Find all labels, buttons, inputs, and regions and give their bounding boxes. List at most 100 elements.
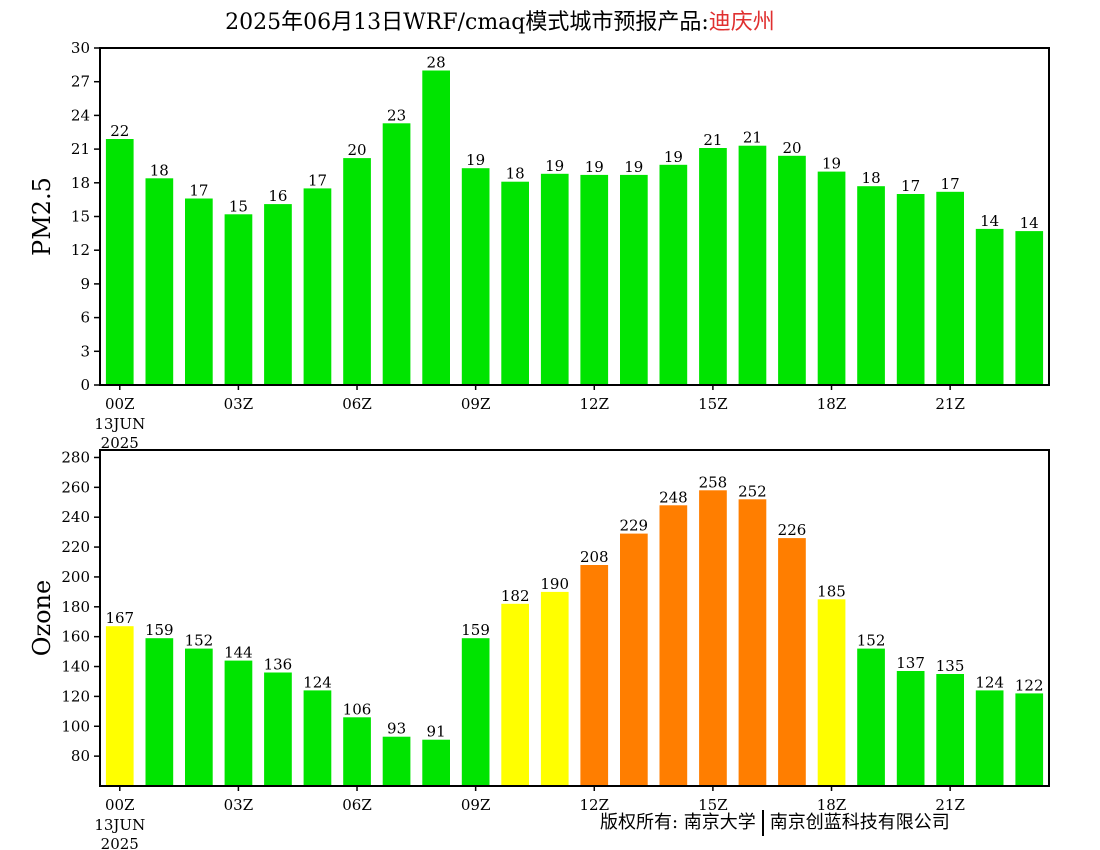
x-tick-label: 12Z — [580, 395, 610, 413]
bar-value-label: 14 — [1020, 214, 1039, 232]
bar — [620, 533, 648, 786]
x-date-label: 13JUN — [94, 415, 145, 433]
bar — [896, 671, 925, 786]
bar-value-label: 152 — [857, 632, 886, 650]
bar-value-label: 252 — [738, 482, 767, 500]
bar-value-label: 28 — [427, 54, 446, 72]
bar-value-label: 136 — [264, 656, 293, 674]
x-tick-label: 21Z — [935, 395, 965, 413]
bar — [659, 505, 688, 786]
y-tick-label: 140 — [61, 658, 90, 676]
bar-value-label: 23 — [387, 106, 406, 124]
bar-value-label: 124 — [303, 673, 332, 691]
y-tick-label: 0 — [80, 376, 90, 394]
bar — [501, 181, 529, 385]
bar — [422, 70, 450, 385]
bar — [817, 599, 846, 786]
y-tick-label: 240 — [61, 508, 90, 526]
y-tick-label: 120 — [61, 687, 90, 705]
y-tick-label: 100 — [61, 717, 90, 735]
bar — [303, 690, 332, 786]
bar — [699, 490, 727, 786]
bar — [817, 171, 846, 385]
bar-value-label: 182 — [501, 587, 530, 605]
bar — [778, 538, 806, 786]
y-tick-label: 18 — [71, 174, 90, 192]
y-tick-label: 180 — [61, 598, 90, 616]
bar — [185, 198, 213, 385]
bar-value-label: 18 — [862, 169, 881, 187]
x-tick-label: 12Z — [580, 796, 610, 814]
footer-company: 南京创蓝科技有限公司 — [769, 812, 950, 833]
x-tick-label: 09Z — [461, 796, 491, 814]
x-tick-label: 15Z — [698, 796, 728, 814]
title-main: 2025年06月13日WRF/cmaq模式城市预报产品: — [225, 10, 709, 35]
bar — [461, 168, 490, 385]
bar-value-label: 21 — [743, 129, 762, 147]
x-tick-label: 03Z — [224, 395, 254, 413]
x-date-label: 13JUN — [94, 816, 145, 834]
copyright-footer: 版权所有: 南京大学 南京创蓝科技有限公司 — [600, 808, 950, 836]
bar-value-label: 17 — [308, 171, 327, 189]
bar-value-label: 19 — [545, 157, 564, 175]
x-tick-label: 18Z — [817, 796, 847, 814]
y-tick-label: 27 — [71, 73, 90, 91]
bar — [145, 638, 174, 786]
bar — [580, 565, 609, 786]
x-tick-label: 15Z — [698, 395, 728, 413]
title-city: 迪庆州 — [708, 10, 775, 35]
bar — [501, 603, 529, 786]
y-tick-label: 3 — [80, 342, 90, 360]
y-tick-label: 160 — [61, 628, 90, 646]
bar — [224, 660, 253, 786]
bar-value-label: 14 — [980, 212, 999, 230]
bar-value-label: 19 — [585, 158, 604, 176]
chart-title: 2025年06月13日WRF/cmaq模式城市预报产品:迪庆州 — [0, 4, 1000, 36]
bar — [936, 191, 964, 385]
bar-value-label: 93 — [387, 720, 406, 738]
bar — [936, 674, 964, 786]
y-tick-label: 30 — [71, 39, 90, 57]
bar — [580, 174, 609, 385]
bar — [264, 204, 292, 385]
bar — [382, 123, 411, 386]
bar-value-label: 137 — [896, 654, 925, 672]
y-tick-label: 12 — [71, 241, 90, 259]
y-tick-label: 80 — [71, 747, 90, 765]
bar — [343, 158, 371, 385]
bar-value-label: 144 — [224, 644, 253, 662]
bar-value-label: 16 — [268, 187, 287, 205]
bar-value-label: 18 — [150, 161, 169, 179]
y-tick-label: 15 — [71, 208, 90, 226]
bar-value-label: 159 — [461, 621, 490, 639]
y-axis-label: Ozone — [28, 580, 56, 656]
plot-frame — [99, 449, 1050, 787]
bar — [303, 188, 332, 385]
bar-value-label: 167 — [105, 609, 134, 627]
x-tick-label: 00Z — [105, 395, 135, 413]
bar-value-label: 258 — [699, 473, 728, 491]
bar — [264, 672, 292, 786]
y-tick-label: 9 — [80, 275, 90, 293]
bar-value-label: 17 — [189, 182, 208, 200]
bar-value-label: 17 — [901, 177, 920, 195]
bar-value-label: 248 — [659, 488, 688, 506]
footer-separator — [761, 810, 764, 836]
bar — [422, 739, 450, 786]
bar-value-label: 135 — [936, 657, 965, 675]
y-tick-label: 21 — [71, 140, 90, 158]
x-tick-label: 06Z — [342, 395, 372, 413]
bar-value-label: 22 — [110, 122, 129, 140]
bar — [343, 717, 371, 786]
bar — [896, 194, 925, 385]
y-tick-label: 280 — [61, 448, 90, 466]
bar-value-label: 226 — [778, 521, 807, 539]
x-tick-label: 21Z — [935, 796, 965, 814]
bar-value-label: 18 — [506, 165, 525, 183]
bar-value-label: 21 — [703, 131, 722, 149]
bar — [1015, 231, 1044, 385]
bar — [975, 690, 1004, 786]
x-tick-label: 09Z — [461, 395, 491, 413]
bar — [857, 186, 885, 385]
x-tick-label: 00Z — [105, 796, 135, 814]
